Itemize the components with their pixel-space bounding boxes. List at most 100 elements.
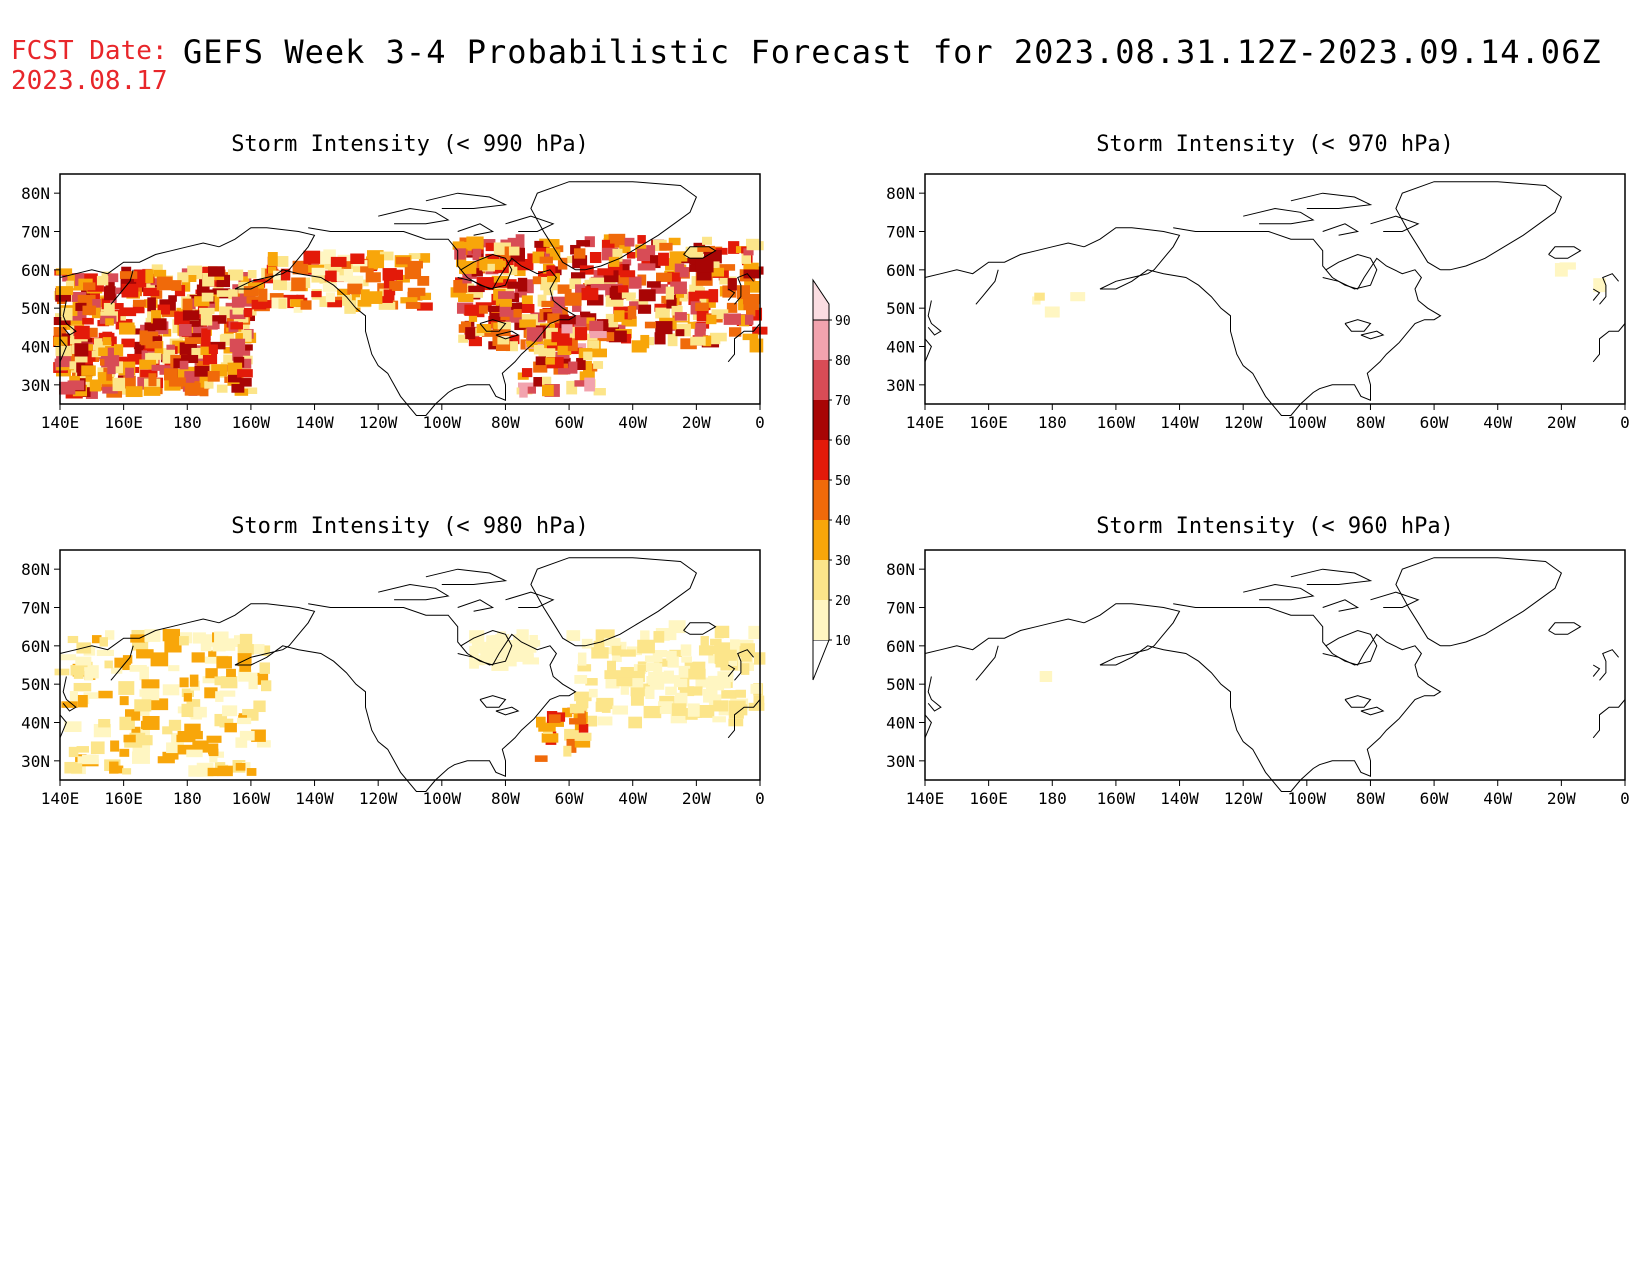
coastline [1083,603,1442,792]
probability-cell [119,307,137,317]
lon-tick-label: 160E [104,789,143,808]
probability-cell [235,737,248,748]
probability-cell [144,322,156,332]
probability-cell [244,307,253,318]
lon-tick-label: 100W [1288,789,1327,808]
probability-cell [233,316,249,323]
probability-cell [207,321,218,330]
coastline [1243,583,1315,601]
probability-cell [311,291,322,298]
probability-cell [637,235,646,244]
probability-cell [495,340,511,351]
probability-cell [712,716,726,723]
lat-tick-label: 80N [886,184,915,203]
coastline [1322,629,1378,666]
probability-cell [517,277,528,292]
probability-cell [588,340,600,355]
probability-cell [637,263,656,271]
probability-cell [654,332,666,345]
probability-cell [665,286,674,300]
probability-cell [182,310,200,321]
lon-tick-label: 160E [104,413,143,432]
probability-cell [292,260,309,275]
probability-cell [491,635,505,646]
probability-cell [216,290,232,297]
probability-cell [585,715,598,727]
probability-cell [471,642,486,654]
probability-cell [132,743,151,752]
probability-cell [132,299,146,307]
probability-cell [540,251,550,258]
lon-tick-label: 100W [423,789,462,808]
probability-cell [103,302,115,313]
probability-cell [133,269,150,282]
probability-cell [591,647,609,659]
probability-cell [141,679,160,689]
probability-cell [77,694,88,708]
probability-cell [515,234,525,249]
probability-cell [396,274,410,283]
probability-cell [619,245,631,254]
colorbar-tail [812,639,830,681]
probability-cell [670,281,687,295]
coastline [457,599,495,612]
lon-tick-label: 20W [682,413,711,432]
probability-cell [678,665,691,678]
probability-cell [644,688,653,697]
coastline [479,695,507,708]
probability-cell [572,303,582,312]
probability-cell [239,633,253,646]
probability-cell [508,246,520,256]
probability-cell [688,291,700,305]
probability-cell [74,343,89,357]
probability-cell [469,658,479,669]
probability-cell [224,722,237,733]
probability-cell [99,381,114,391]
probability-cell [569,278,582,290]
probability-cell [408,253,421,260]
probability-cell [211,364,228,377]
probability-cell [199,382,209,397]
probability-cell [416,302,433,311]
page-title: GEFS Week 3-4 Probabilistic Forecast for… [183,33,1602,71]
coastline [1592,699,1626,739]
probability-cell [1034,292,1045,301]
probability-cell [491,658,509,671]
probability-cell [237,644,254,655]
probability-cell [168,295,177,302]
probability-cell [192,740,209,753]
coastline [727,699,761,739]
probability-cell [674,263,685,273]
probability-cell [650,255,661,269]
probability-cell [574,691,592,702]
probability-cell [713,700,729,712]
probability-cell [663,675,681,683]
probability-cell [617,264,630,275]
probability-cell [77,756,92,764]
probability-cell [644,655,663,662]
coastlines [924,181,1626,416]
probability-cell [231,296,245,308]
lat-tick-label: 50N [886,675,915,694]
probability-cell [668,237,681,246]
probability-cell [574,675,588,684]
probability-cell [607,264,623,276]
probability-cell [181,354,199,364]
probability-cell [364,291,383,304]
probability-cell [572,705,585,714]
probability-cell [206,735,222,743]
probability-cell [69,690,78,704]
probability-cell [458,334,469,343]
probability-cell [99,637,108,647]
probability-cell [608,256,620,267]
probability-cell [1559,262,1576,270]
coastline [1592,664,1601,677]
probability-cell [293,303,303,313]
probability-cell [157,304,170,315]
lat-tick-label: 30N [886,752,915,771]
probability-cell [131,328,148,335]
probability-cell [136,281,147,288]
probability-cell [103,367,112,381]
probability-cell [259,662,271,674]
probability-cell [189,674,199,687]
